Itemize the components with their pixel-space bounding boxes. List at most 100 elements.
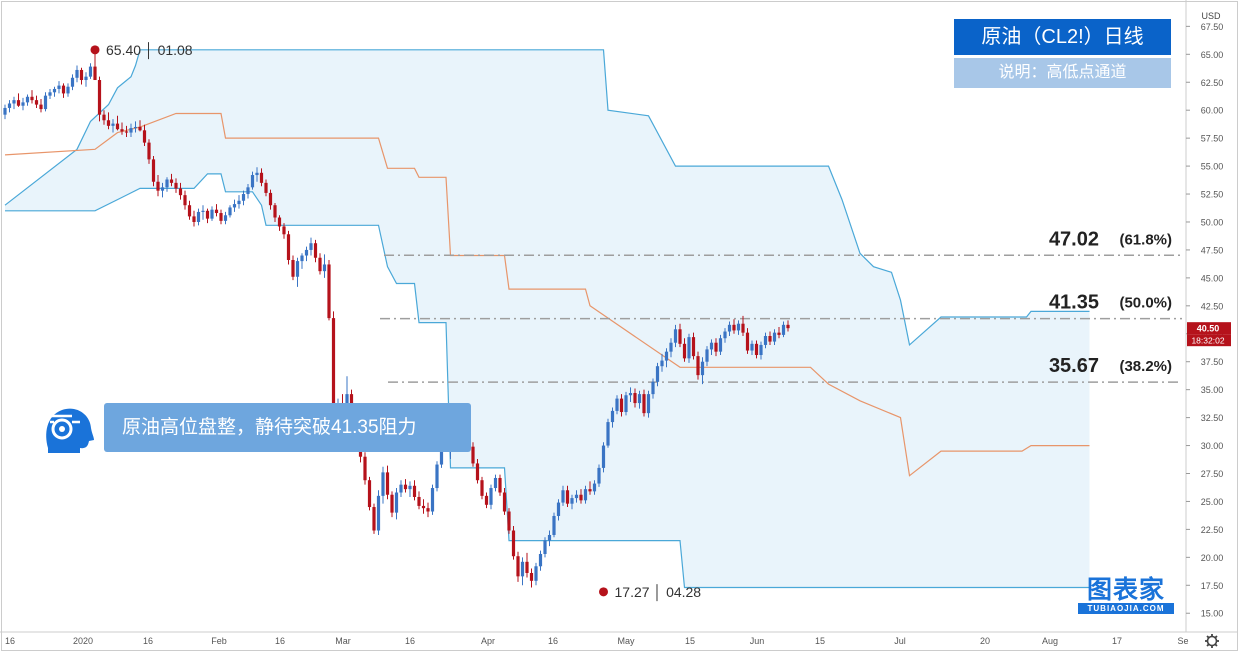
- candle: [52, 86, 57, 97]
- last-price-badge: [1187, 322, 1231, 335]
- x-tick-label: Jul: [894, 636, 906, 646]
- settings-gear-icon[interactable]: [1205, 634, 1219, 648]
- y-tick-label: 60.00: [1201, 106, 1224, 116]
- candle-body: [286, 234, 291, 260]
- candle: [138, 120, 142, 132]
- candle-body: [205, 210, 210, 219]
- candle: [309, 237, 313, 256]
- candle: [70, 74, 75, 91]
- candle-body: [241, 194, 246, 201]
- candle-body: [421, 505, 426, 509]
- candle-body: [642, 394, 646, 414]
- candle-body: [97, 80, 102, 115]
- candle-body: [367, 480, 372, 508]
- candle: [718, 334, 723, 356]
- candle-body: [574, 494, 579, 499]
- candle: [183, 190, 187, 210]
- candle: [601, 442, 606, 473]
- candle: [709, 339, 714, 356]
- candle: [403, 479, 408, 493]
- last-price-label: 40.50: [1197, 324, 1220, 334]
- candle: [538, 550, 543, 571]
- candle: [502, 488, 507, 515]
- candle-body: [295, 261, 300, 277]
- candle: [61, 83, 66, 98]
- candle-body: [484, 495, 489, 505]
- candle-body: [489, 488, 493, 505]
- candle-body: [201, 210, 205, 212]
- candle: [529, 568, 534, 588]
- candle-body: [52, 88, 57, 93]
- candle-body: [678, 329, 682, 344]
- candle-body: [43, 95, 48, 110]
- candle: [97, 76, 102, 122]
- candle: [750, 340, 754, 356]
- candle: [417, 491, 421, 510]
- candle-body: [160, 187, 165, 191]
- candle: [25, 94, 30, 106]
- candle: [286, 230, 291, 265]
- candle: [250, 171, 255, 190]
- candle: [12, 96, 16, 110]
- candle-body: [741, 323, 745, 333]
- y-tick-label: 17.50: [1201, 581, 1224, 591]
- candle-body: [525, 561, 529, 573]
- candle: [390, 491, 394, 518]
- candle-body: [646, 394, 651, 414]
- candle-body: [714, 342, 718, 352]
- candle-body: [327, 264, 331, 319]
- candle-body: [385, 472, 390, 495]
- candle-body: [628, 393, 633, 396]
- candle-body: [390, 494, 394, 513]
- y-tick-label: 62.50: [1201, 78, 1224, 88]
- candle-body: [196, 211, 201, 222]
- candle: [259, 168, 264, 187]
- candle: [696, 351, 700, 380]
- candle-body: [624, 395, 628, 413]
- candle-body: [588, 489, 592, 492]
- candle-body: [471, 446, 475, 464]
- candle-body: [430, 488, 435, 512]
- candle-body: [246, 187, 250, 195]
- candle: [201, 205, 205, 220]
- x-tick-label: 16: [548, 636, 558, 646]
- candle-body: [84, 76, 88, 81]
- y-tick-label: 47.50: [1201, 245, 1224, 255]
- candle: [327, 259, 331, 321]
- candle-body: [723, 331, 727, 339]
- x-tick-label: 2020: [73, 636, 93, 646]
- candle: [30, 90, 34, 104]
- candle: [430, 484, 435, 515]
- candle-body: [556, 502, 561, 516]
- candle: [3, 104, 7, 120]
- candle-body: [223, 215, 228, 221]
- candle-body: [174, 182, 178, 189]
- candle: [255, 167, 259, 182]
- candle-body: [426, 508, 430, 512]
- candle-body: [228, 207, 232, 216]
- candle-body: [21, 102, 25, 106]
- candle-body: [516, 556, 520, 577]
- candle-body: [691, 337, 696, 357]
- candle-body: [372, 507, 376, 531]
- candle-body: [183, 195, 187, 206]
- candle-body: [786, 324, 790, 329]
- y-tick-label: 20.00: [1201, 553, 1224, 563]
- candle: [111, 119, 115, 133]
- candle: [736, 320, 741, 335]
- fib-pct-label: (50.0%): [1119, 295, 1172, 312]
- gear-ring: [1206, 635, 1218, 647]
- candle: [367, 476, 372, 511]
- candle: [561, 485, 565, 506]
- candle: [84, 72, 88, 87]
- candle-body: [763, 336, 768, 345]
- candle: [156, 175, 160, 197]
- candle: [264, 179, 268, 197]
- candle-body: [403, 484, 408, 490]
- candle: [232, 199, 237, 212]
- candle: [435, 461, 439, 492]
- candle-body: [547, 534, 552, 541]
- candle: [507, 508, 511, 534]
- candle: [142, 124, 147, 146]
